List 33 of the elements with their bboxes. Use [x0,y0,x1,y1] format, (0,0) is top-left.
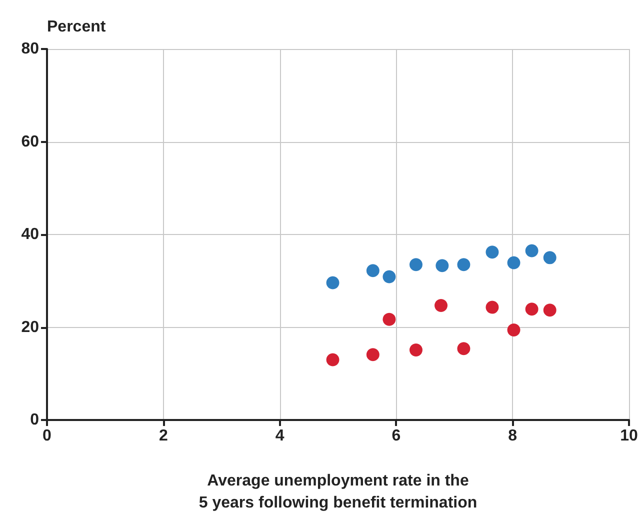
x-tick-label: 6 [392,428,401,444]
point [366,348,380,362]
y-tick-label: 20 [21,318,40,336]
point [382,270,396,284]
x-tick-label: 4 [275,428,284,444]
point [486,246,499,259]
point [436,259,449,272]
point [434,298,448,312]
point [543,304,556,317]
point [410,258,422,272]
point [366,264,380,278]
x-tick-label: 10 [620,428,638,444]
y-tick-label: 40 [21,226,40,243]
point [486,300,499,314]
y-tick-label: 60 [21,133,40,150]
point [326,276,340,290]
x-tick-label: 2 [158,428,168,444]
point [525,302,538,316]
point [457,342,470,356]
y-tick-label: 80 [21,40,40,58]
point [326,353,340,366]
point [507,324,520,337]
x-axis-title: Average unemployment rate in the 5 years following benefit termination [198,472,478,512]
point [410,343,422,356]
point [525,244,538,258]
y-tick-label: 0 [30,412,40,428]
y-axis-title: Percent [47,18,106,36]
point [382,312,396,326]
point [543,251,556,264]
x-tick-label: 8 [508,428,518,444]
point [507,256,520,270]
point [457,258,470,272]
x-tick-label: 0 [42,428,52,444]
